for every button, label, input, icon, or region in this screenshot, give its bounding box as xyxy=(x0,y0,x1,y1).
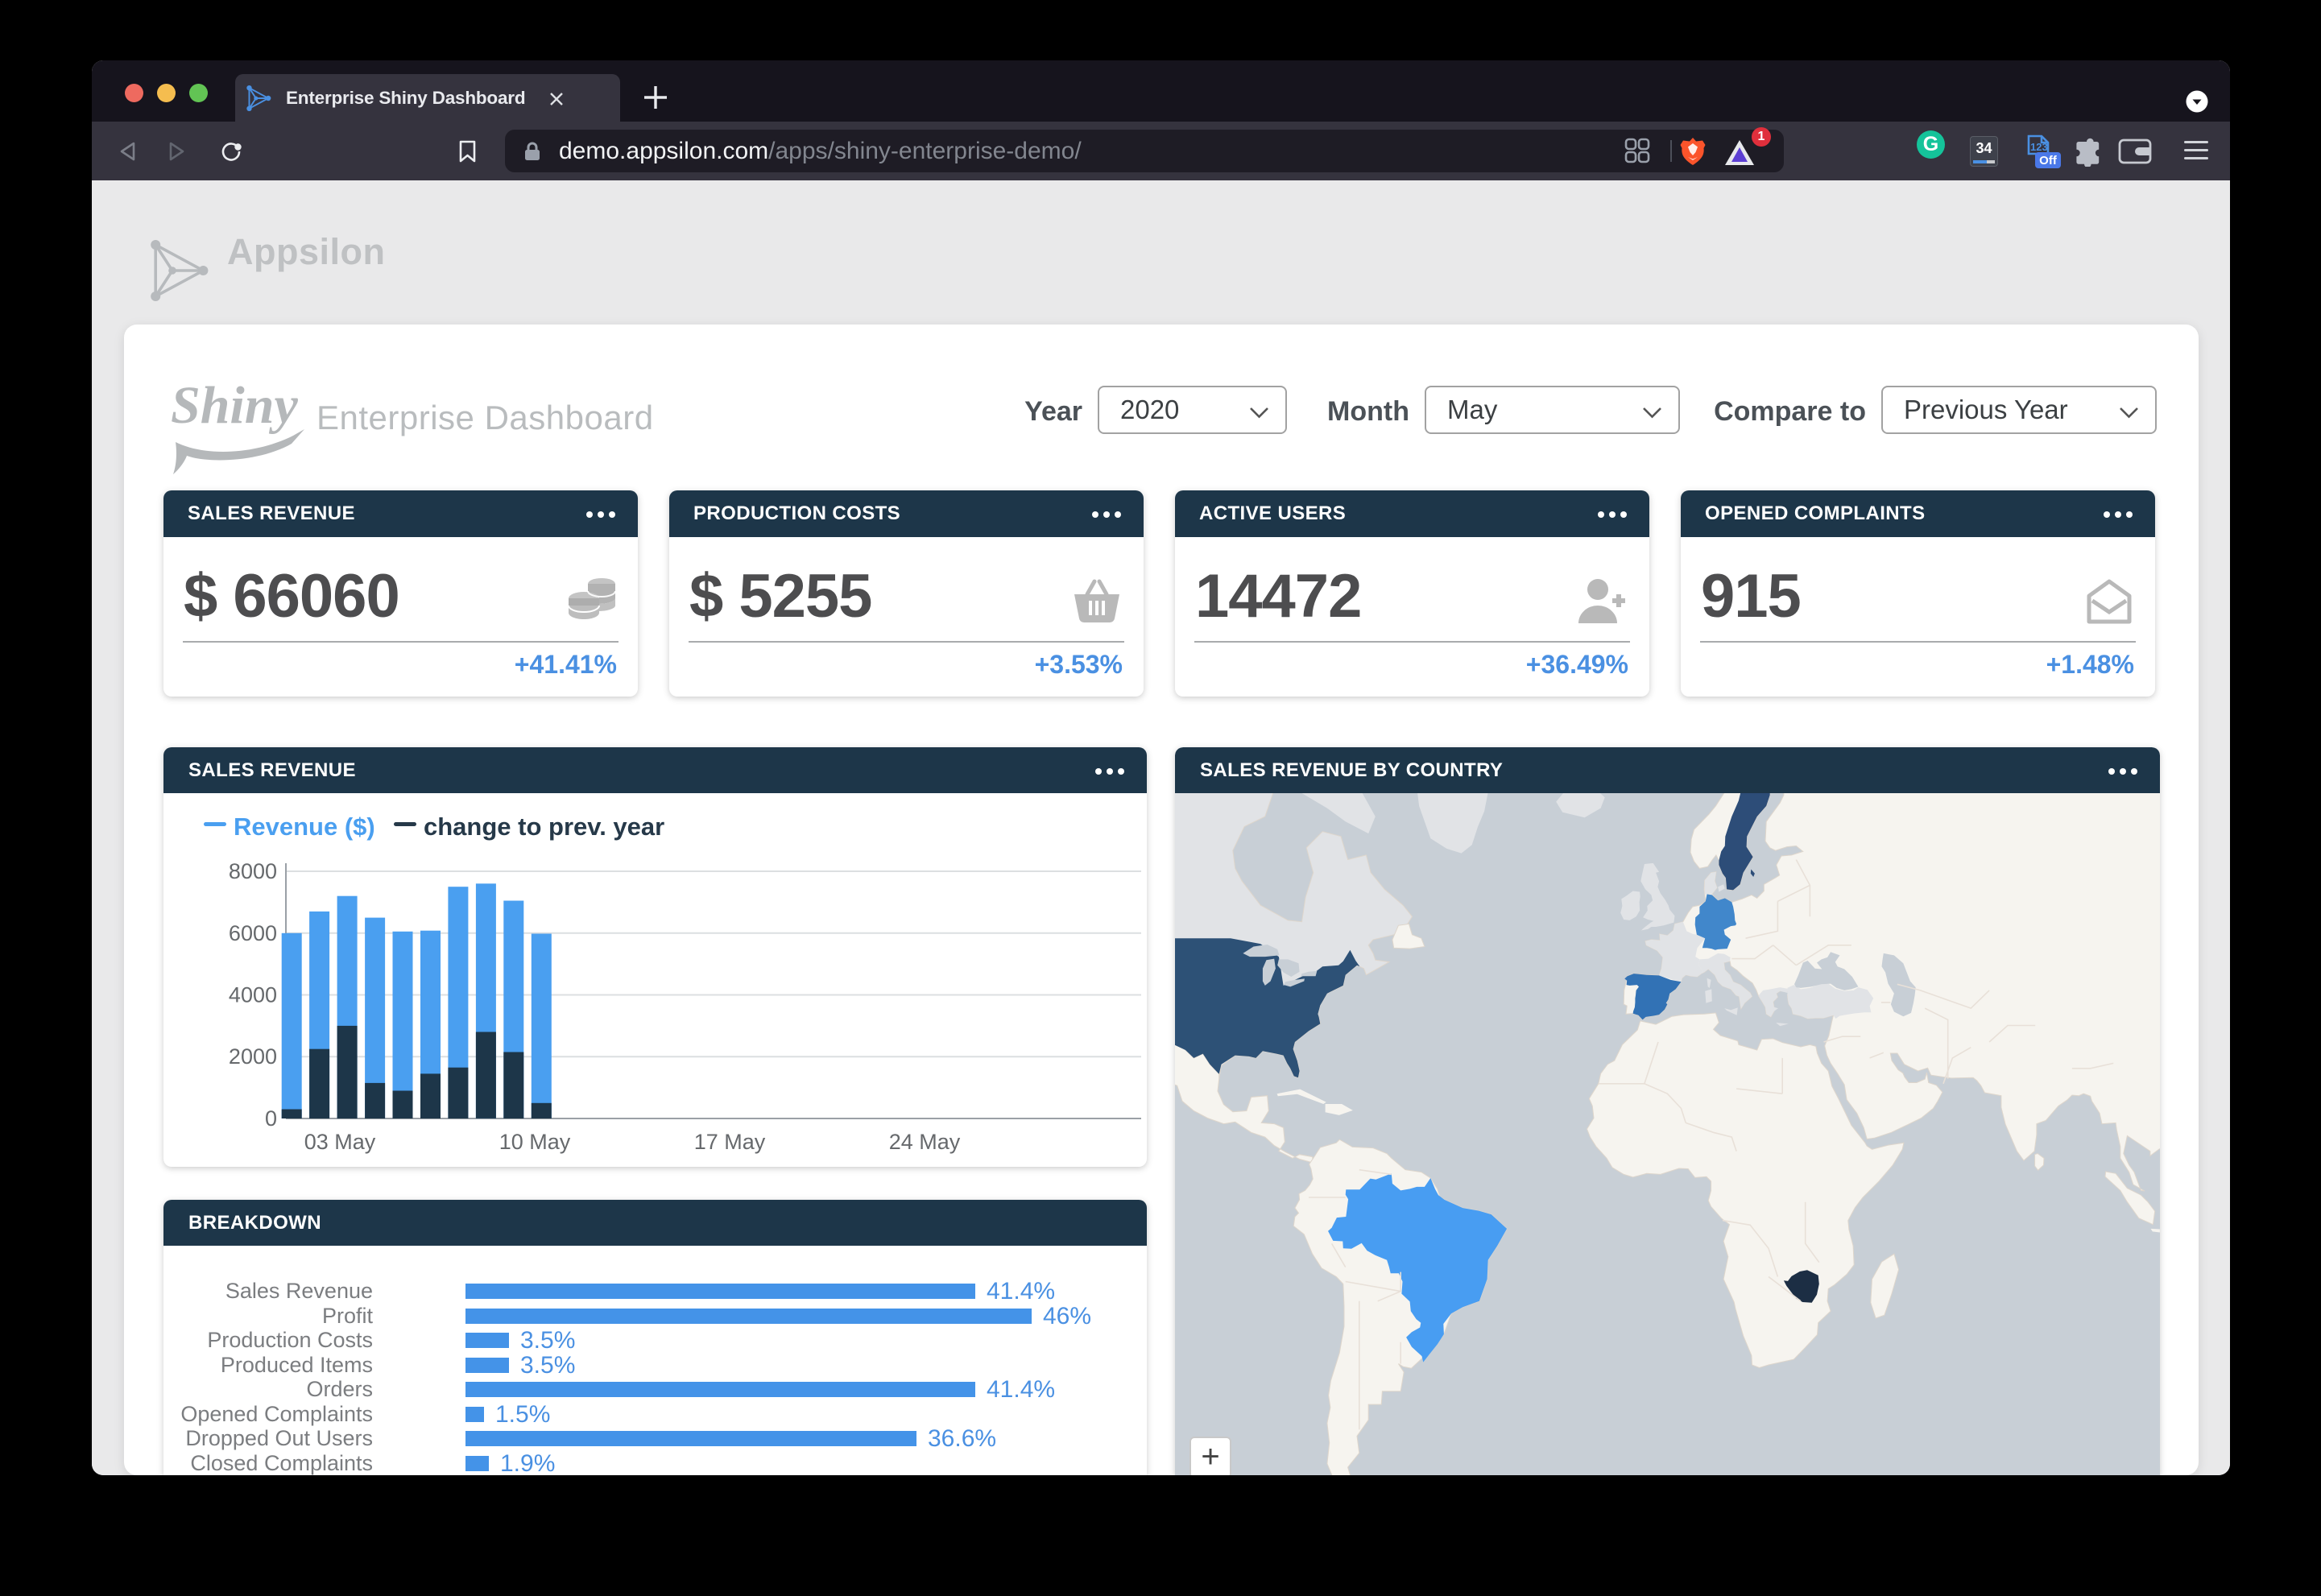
svg-text:123: 123 xyxy=(2030,141,2048,153)
svg-text:2000: 2000 xyxy=(229,1044,277,1069)
svg-text:8000: 8000 xyxy=(229,859,277,883)
svg-text:03 May: 03 May xyxy=(304,1130,376,1154)
svg-text:Revenue ($): Revenue ($) xyxy=(234,812,375,841)
svg-text:4000: 4000 xyxy=(229,983,277,1007)
svg-text:17 May: 17 May xyxy=(694,1130,766,1154)
svg-text:24 May: 24 May xyxy=(889,1130,961,1154)
svg-text:Shiny: Shiny xyxy=(171,384,298,435)
svg-text:change to prev. year: change to prev. year xyxy=(424,812,664,841)
svg-text:6000: 6000 xyxy=(229,921,277,945)
svg-text:0: 0 xyxy=(265,1106,277,1131)
svg-text:Off: Off xyxy=(2039,154,2058,167)
svg-text:10 May: 10 May xyxy=(499,1130,571,1154)
